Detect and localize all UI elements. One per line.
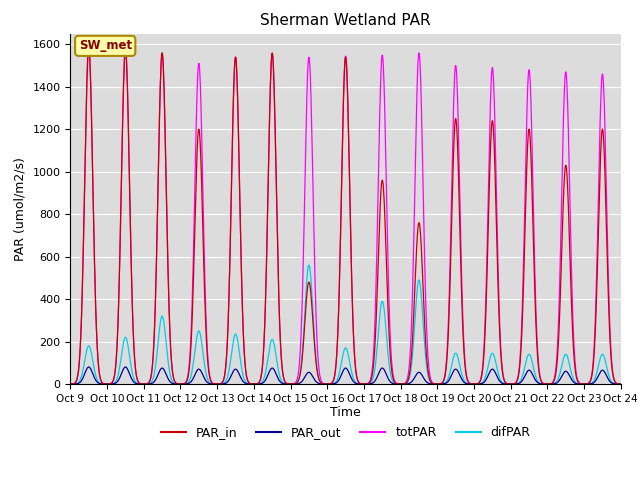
Y-axis label: PAR (umol/m2/s): PAR (umol/m2/s)	[14, 157, 27, 261]
difPAR	[305, 262, 313, 268]
PAR_in	[552, 371, 559, 377]
PAR_in	[85, 46, 93, 51]
PAR_in	[431, 381, 439, 387]
totPAR	[617, 381, 625, 387]
difPAR	[189, 364, 196, 370]
PAR_out	[617, 381, 625, 387]
difPAR	[175, 381, 183, 387]
X-axis label: Time: Time	[330, 407, 361, 420]
totPAR	[251, 381, 259, 387]
Line: difPAR: difPAR	[70, 265, 621, 384]
difPAR	[552, 380, 559, 385]
totPAR	[552, 366, 559, 372]
difPAR	[504, 381, 511, 387]
totPAR	[176, 381, 184, 387]
PAR_in	[67, 381, 74, 387]
difPAR	[431, 381, 439, 387]
Title: Sherman Wetland PAR: Sherman Wetland PAR	[260, 13, 431, 28]
Line: totPAR: totPAR	[70, 47, 621, 384]
PAR_in	[251, 381, 259, 387]
PAR_in	[504, 381, 511, 386]
PAR_in	[176, 381, 184, 387]
PAR_out	[189, 375, 197, 381]
totPAR	[85, 44, 93, 49]
PAR_out	[67, 381, 74, 387]
PAR_out	[85, 364, 93, 370]
totPAR	[431, 381, 439, 387]
totPAR	[504, 381, 511, 386]
Line: PAR_in: PAR_in	[70, 48, 621, 384]
Text: SW_met: SW_met	[79, 39, 132, 52]
PAR_in	[189, 286, 197, 291]
Line: PAR_out: PAR_out	[70, 367, 621, 384]
totPAR	[189, 261, 197, 266]
PAR_out	[431, 381, 439, 387]
difPAR	[250, 381, 258, 387]
PAR_out	[176, 381, 184, 387]
PAR_in	[617, 381, 625, 387]
PAR_out	[504, 381, 511, 387]
PAR_out	[251, 381, 259, 387]
difPAR	[67, 381, 74, 387]
PAR_out	[552, 381, 559, 386]
Legend: PAR_in, PAR_out, totPAR, difPAR: PAR_in, PAR_out, totPAR, difPAR	[156, 421, 536, 444]
difPAR	[617, 381, 625, 387]
totPAR	[67, 381, 74, 387]
